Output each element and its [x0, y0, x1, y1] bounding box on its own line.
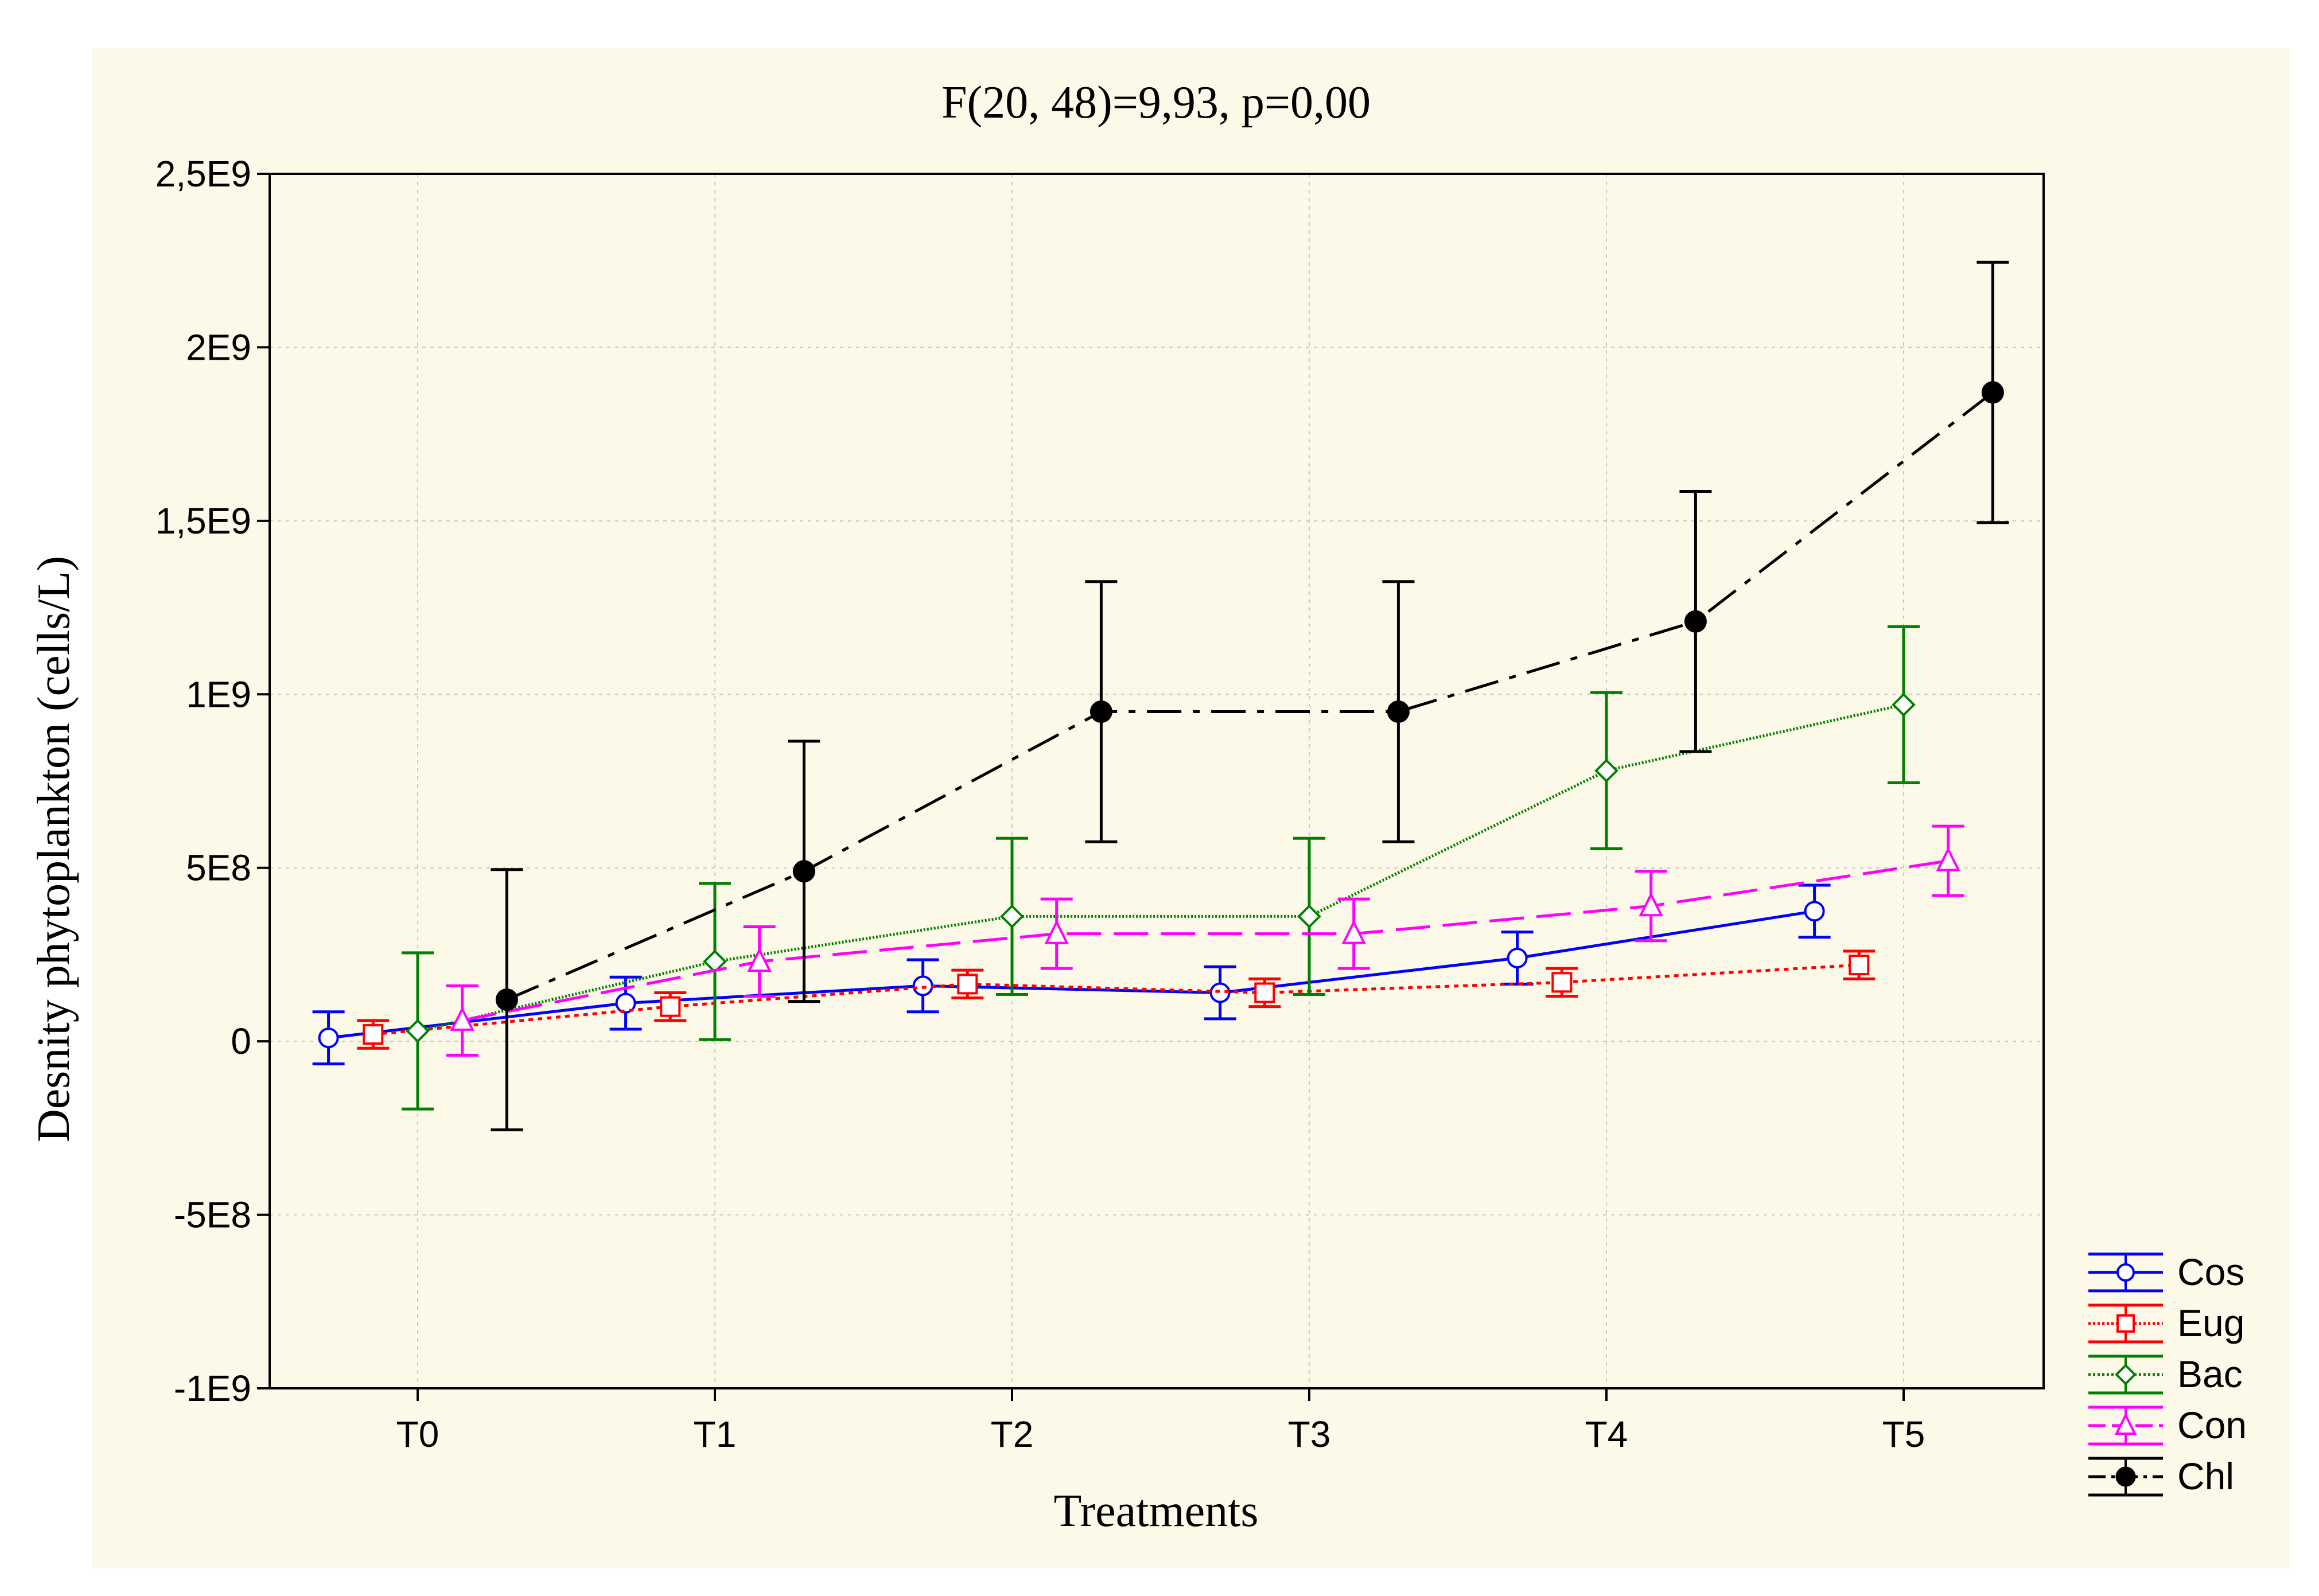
data-point-bac	[703, 949, 727, 974]
data-point-cos	[912, 975, 933, 996]
data-point-chl	[495, 988, 518, 1011]
data-point-cos	[1507, 947, 1528, 968]
x-tick-label: T1	[694, 1414, 737, 1455]
data-point-chl	[1981, 381, 2004, 404]
data-point-cos	[615, 992, 636, 1014]
legend-item-bac: Bac	[2088, 1353, 2243, 1395]
legend-item-chl: Chl	[2088, 1455, 2234, 1497]
series-line-chl	[506, 391, 1994, 1001]
data-point-con	[1341, 920, 1366, 944]
plot-frame	[269, 173, 2045, 1389]
axis-ticks: -1E9 -5E8 0 5E8 1E9 1,5E9 2E9 2,5E9 T0 T1 T2 T3 T4 T5	[155, 153, 1925, 1455]
legend-label: Chl	[2177, 1455, 2234, 1497]
data-point-eug	[1849, 955, 1870, 976]
y-tick-label: 1E9	[186, 674, 251, 715]
data-point-cos	[1209, 982, 1231, 1003]
y-tick-label: 5E8	[186, 847, 251, 889]
legend-item-eug: Eug	[2088, 1302, 2244, 1344]
y-tick-label: 1,5E9	[155, 500, 251, 542]
series-chl	[491, 260, 2009, 1131]
legend-marker-eug	[2116, 1314, 2135, 1333]
series-layer	[312, 260, 2009, 1131]
data-point-bac	[1297, 904, 1321, 929]
y-axis-title: Desnity phytoplankton (cells/L)	[29, 556, 79, 1142]
data-point-eug	[363, 1024, 384, 1045]
y-tick-label: 2,5E9	[155, 153, 251, 194]
series-line-bac	[417, 703, 1904, 1033]
data-point-bac	[406, 1019, 430, 1043]
data-point-con	[1639, 892, 1663, 917]
legend-item-con: Con	[2088, 1404, 2247, 1446]
x-tick-label: T0	[396, 1414, 439, 1455]
data-point-con	[450, 1006, 474, 1031]
data-point-bac	[1892, 692, 1916, 717]
series-eug	[357, 949, 1876, 1050]
legend-marker-bac	[2115, 1364, 2137, 1385]
series-line-cos	[328, 909, 1815, 1040]
data-point-eug	[957, 974, 978, 995]
data-point-chl	[1684, 610, 1707, 633]
legend-marker-cos	[2116, 1263, 2135, 1282]
chart-title: F(20, 48)=9,93, p=0,00	[941, 77, 1371, 128]
x-tick-label: T3	[1288, 1414, 1331, 1455]
legend-label: Bac	[2177, 1353, 2243, 1395]
y-tick-label: 2E9	[186, 326, 251, 368]
data-point-cos	[1804, 901, 1825, 922]
data-point-cos	[318, 1027, 339, 1049]
data-point-con	[747, 947, 772, 972]
legend-label: Eug	[2177, 1302, 2244, 1344]
data-point-bac	[1000, 904, 1024, 929]
x-tick-label: T5	[1882, 1414, 1925, 1455]
series-line-con	[462, 859, 1949, 1022]
y-tick-label: -1E9	[174, 1368, 251, 1409]
legend-label: Con	[2177, 1404, 2247, 1446]
legend-item-cos: Cos	[2088, 1251, 2244, 1293]
data-point-con	[1936, 847, 1960, 871]
x-axis-title: Treatments	[1053, 1486, 1258, 1536]
data-point-chl	[1387, 700, 1410, 723]
data-point-eug	[1254, 982, 1275, 1003]
legend-marker-chl	[2115, 1466, 2136, 1487]
x-tick-label: T4	[1585, 1414, 1628, 1455]
data-point-bac	[1594, 758, 1618, 783]
y-tick-label: -5E8	[174, 1194, 251, 1236]
gridlines	[270, 174, 2044, 1388]
data-point-chl	[1090, 700, 1112, 723]
series-con	[446, 824, 1964, 1057]
series-line-eug	[373, 963, 1859, 1036]
series-cos	[312, 883, 1831, 1065]
data-point-chl	[792, 860, 815, 883]
data-point-eug	[660, 996, 681, 1017]
legend-marker-con	[2114, 1412, 2137, 1435]
data-point-eug	[1551, 972, 1573, 993]
legend-label: Cos	[2177, 1251, 2244, 1293]
x-tick-label: T2	[991, 1414, 1034, 1455]
data-point-con	[1044, 920, 1069, 944]
legend: Cos Eug Bac Con Chl	[2088, 1251, 2247, 1497]
chart-panel	[92, 48, 2289, 1568]
y-tick-label: 0	[231, 1021, 251, 1062]
